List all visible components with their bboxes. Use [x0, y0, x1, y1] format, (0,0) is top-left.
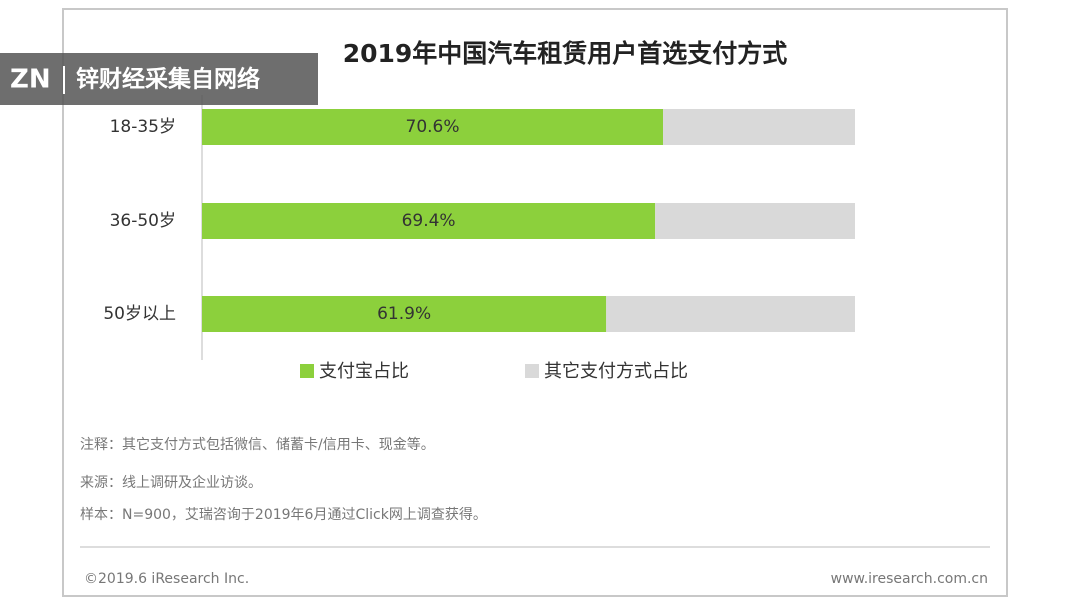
note: 注释：其它支付方式包括微信、储蓄卡/信用卡、现金等。 — [80, 436, 435, 453]
bar — [202, 296, 607, 332]
data-label: 69.4% — [402, 211, 456, 231]
data-label: 61.9% — [377, 304, 431, 324]
y-tick-label: 18-35岁 — [110, 117, 176, 137]
legend-swatch — [525, 364, 539, 378]
watermark-logo: ZN — [10, 65, 51, 95]
bar — [606, 296, 855, 332]
website: www.iresearch.com.cn — [831, 571, 988, 587]
bar — [202, 109, 664, 145]
legend-label: 其它支付方式占比 — [544, 361, 688, 382]
y-tick-label: 50岁以上 — [103, 304, 176, 324]
watermark-text: 锌财经采集自网络 — [76, 66, 260, 93]
data-label: 70.6% — [406, 117, 460, 137]
note: 样本：N=900，艾瑞咨询于2019年6月通过Click网上调查获得。 — [80, 506, 487, 523]
bar — [202, 203, 656, 239]
legend-swatch — [300, 364, 314, 378]
watermark-bg — [0, 53, 318, 105]
note: 来源：线上调研及企业访谈。 — [80, 474, 262, 491]
chart-title: 2019年中国汽车租赁用户首选支付方式 — [343, 39, 788, 68]
watermark: ZN 锌财经采集自网络 — [0, 53, 318, 105]
bar — [663, 109, 855, 145]
y-tick-label: 36-50岁 — [110, 211, 176, 231]
bar — [655, 203, 855, 239]
legend-label: 支付宝占比 — [319, 361, 409, 382]
copyright: ©2019.6 iResearch Inc. — [84, 571, 249, 587]
